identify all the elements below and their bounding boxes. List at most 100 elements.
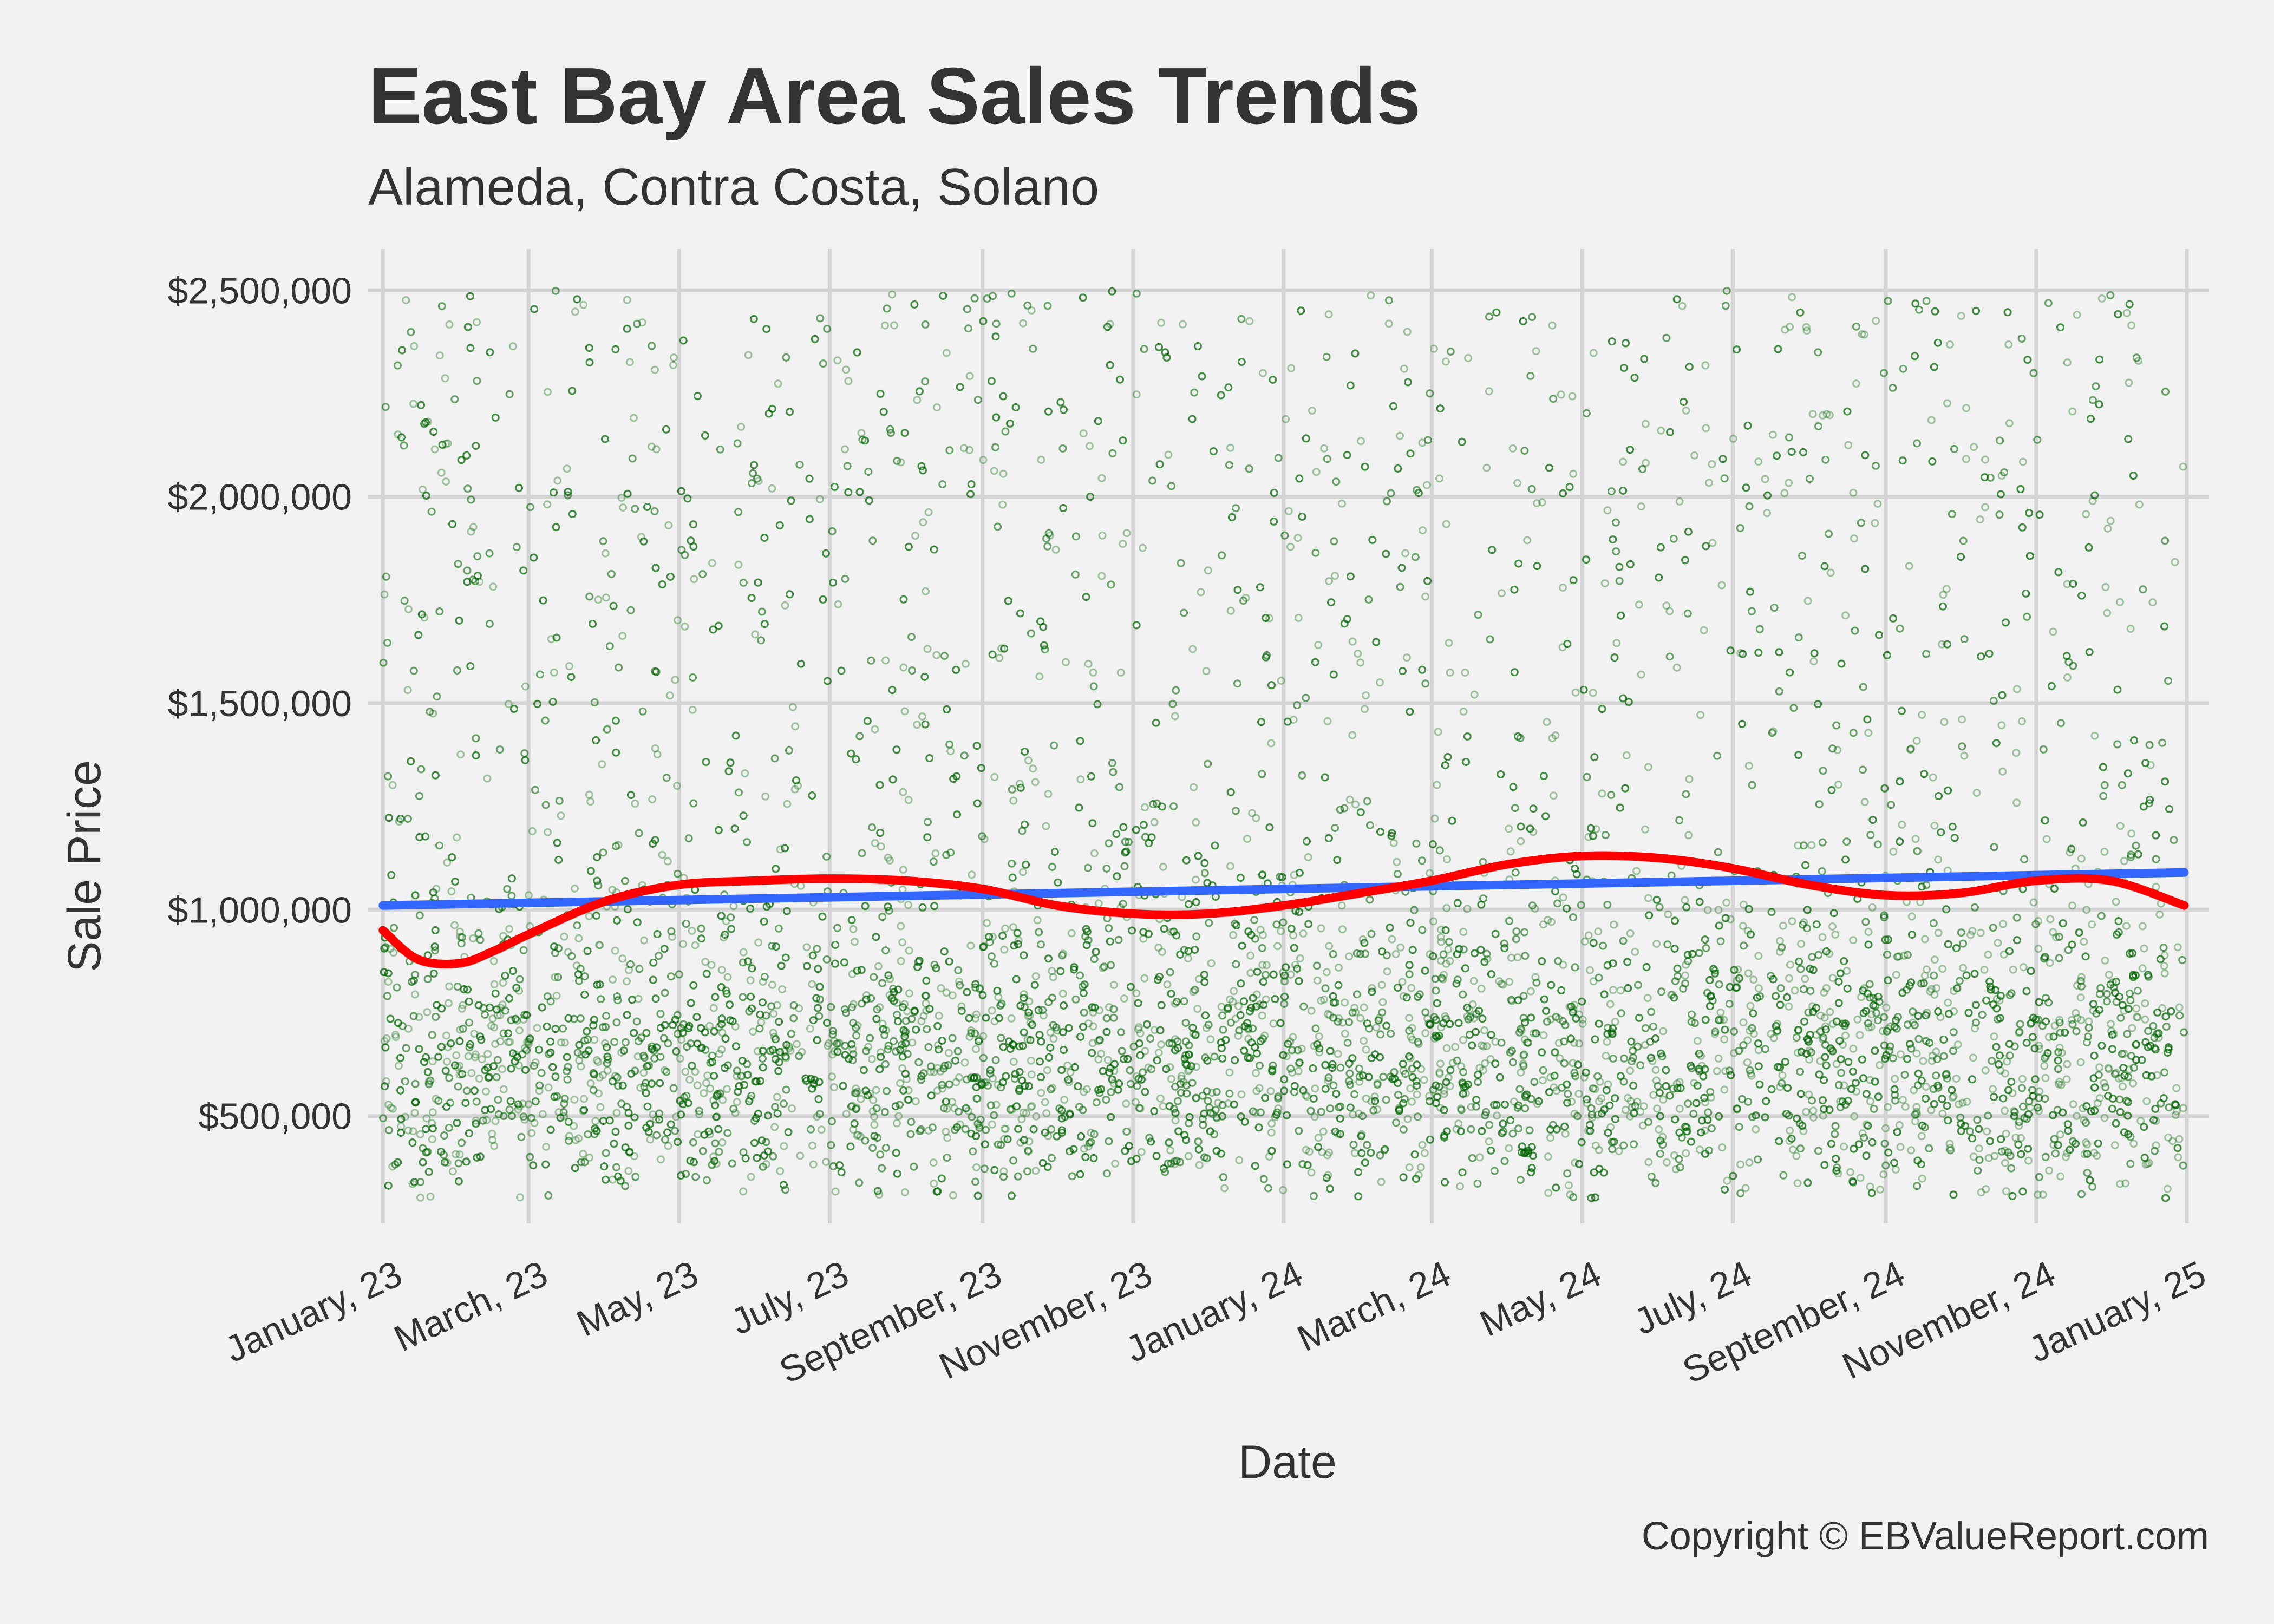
sale-point [1658, 1132, 1667, 1141]
sale-point [1785, 1137, 1794, 1145]
sale-point [570, 1122, 578, 1130]
sale-point [1864, 928, 1873, 937]
sale-point [633, 1052, 642, 1061]
sale-point [1234, 1031, 1243, 1040]
sale-point [1265, 614, 1274, 623]
sale-point [749, 1027, 757, 1036]
sale-point [1429, 344, 1438, 353]
sale-point [612, 1109, 621, 1117]
sale-point [2076, 977, 2085, 985]
sale-point [470, 1029, 479, 1038]
sale-point [2024, 1156, 2033, 1165]
sale-point [882, 1026, 891, 1034]
sale-point [1655, 1125, 1663, 1134]
sale-point [853, 1021, 862, 1030]
sale-point [983, 919, 991, 927]
sale-point [1423, 1014, 1432, 1023]
sale-point [1241, 594, 1250, 603]
sale-point [868, 1107, 877, 1116]
sale-point [2063, 358, 2072, 367]
sale-point [746, 976, 755, 985]
sale-point [1682, 1149, 1690, 1157]
sale-point [1586, 966, 1595, 974]
sale-point [1136, 1029, 1145, 1038]
sale-point [1642, 459, 1650, 467]
sale-point [1682, 407, 1690, 415]
sale-point [2003, 1057, 2011, 1066]
sale-point [1106, 320, 1114, 329]
sale-point [1334, 1050, 1342, 1058]
sale-point [1962, 404, 1971, 412]
sale-point [1360, 1037, 1368, 1045]
sale-point [2082, 510, 2090, 519]
sale-point [1932, 1047, 1940, 1056]
sale-point [1048, 967, 1056, 975]
sale-point [1405, 1163, 1414, 1172]
sale-point [1031, 778, 1040, 787]
sale-point [1881, 1124, 1890, 1132]
sale-point [913, 396, 922, 404]
sale-point [1084, 1142, 1093, 1151]
sale-point [919, 518, 927, 527]
sale-point [1866, 1097, 1874, 1105]
sale-point [1053, 1026, 1062, 1035]
sale-point [625, 966, 633, 974]
sale-point [1799, 1127, 1808, 1135]
sale-point [1437, 1023, 1446, 1032]
sale-point [1351, 800, 1360, 809]
sale-point [1955, 1100, 1963, 1109]
sale-point [733, 1072, 741, 1081]
sale-point [404, 1024, 413, 1033]
sale-point [1380, 1146, 1389, 1155]
sale-point [1529, 1029, 1538, 1038]
sale-point [1373, 1105, 1382, 1114]
sale-point [504, 1038, 513, 1046]
sale-point [1446, 668, 1454, 677]
sale-point [2146, 761, 2155, 769]
sale-point [382, 1077, 390, 1085]
sale-point [1167, 928, 1175, 936]
sale-point [1299, 929, 1308, 938]
sale-point [1293, 534, 1302, 542]
sale-point [1498, 589, 1506, 598]
sale-point [2012, 749, 2021, 757]
sale-point [1001, 1125, 1010, 1133]
sale-point [1323, 717, 1332, 725]
sale-point [1832, 1059, 1841, 1068]
sale-point [1094, 1037, 1102, 1045]
sale-point [1792, 1151, 1801, 1160]
sale-point [1395, 1103, 1403, 1112]
sale-point [1436, 1104, 1445, 1112]
sale-point [1049, 973, 1057, 981]
sale-point [1791, 986, 1799, 995]
sale-point [702, 1079, 710, 1088]
sale-point [1291, 960, 1299, 969]
sale-point [1942, 585, 1951, 593]
sale-point [1840, 1081, 1848, 1090]
sale-point [1416, 1163, 1425, 1171]
sale-point [1805, 1090, 1813, 1099]
sale-point [1171, 999, 1179, 1008]
sale-point [1697, 1062, 1706, 1070]
sale-point [796, 1151, 805, 1160]
sale-point [1981, 503, 1989, 512]
sale-point [1559, 893, 1567, 902]
sale-point [1505, 1144, 1513, 1152]
sale-point [1895, 1121, 1904, 1129]
sale-point [2068, 901, 2076, 910]
sale-point [1271, 1113, 1279, 1121]
sale-point [1873, 500, 1882, 508]
sale-point [384, 1126, 393, 1135]
sale-point [1094, 1055, 1103, 1064]
sale-point [1367, 1097, 1376, 1106]
sale-point [618, 632, 627, 640]
sale-point [1802, 326, 1811, 335]
sale-point [2062, 1152, 2070, 1161]
sale-point [1259, 931, 1267, 939]
sale-point [455, 1070, 464, 1079]
sale-point [757, 1018, 766, 1027]
sale-point [1927, 416, 1936, 424]
sale-point [2001, 1069, 2009, 1078]
sale-point [977, 1078, 985, 1087]
